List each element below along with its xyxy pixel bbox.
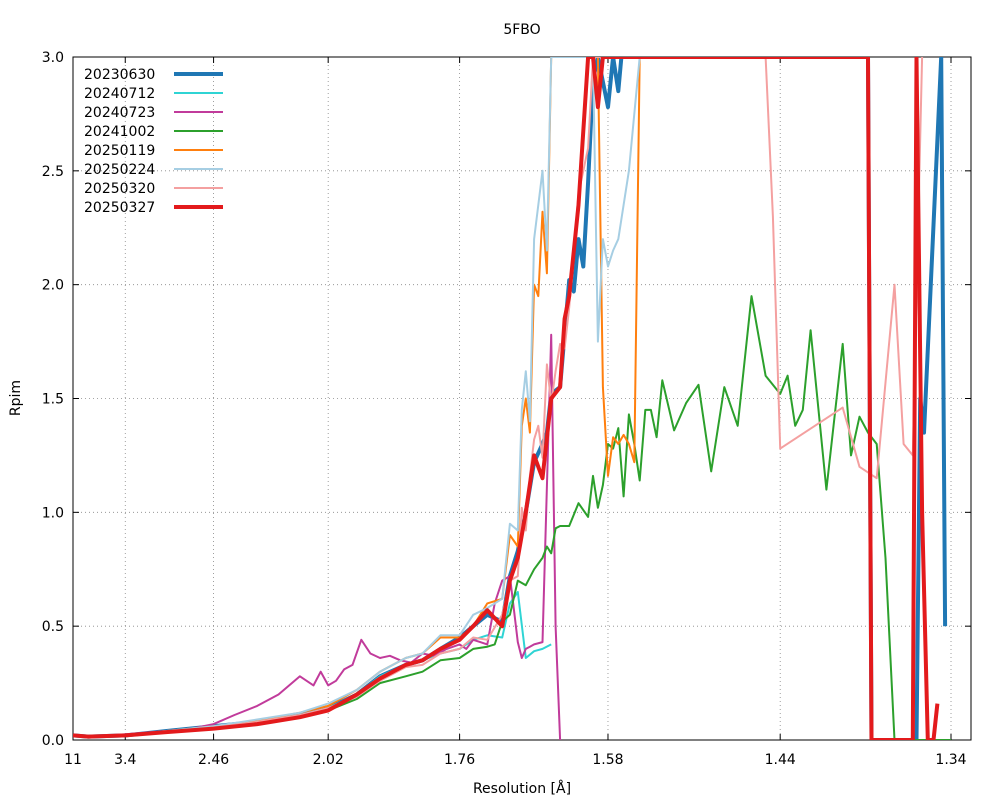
chart-title: 5FBO [503, 22, 540, 38]
y-axis-title: Rpim [8, 380, 24, 416]
x-axis-title: Resolution [Å] [473, 780, 571, 797]
legend-label-20230630: 20230630 [84, 67, 155, 83]
series-line-20250320 [73, 57, 924, 738]
x-tick-label: 1.58 [592, 752, 623, 768]
legend-label-20241002: 20241002 [84, 124, 155, 140]
x-tick-label: 2.02 [313, 752, 344, 768]
x-tick-label: 1.34 [935, 752, 966, 768]
series-line-20241002 [73, 295, 951, 740]
y-tick-label: 0.5 [42, 619, 64, 635]
x-tick-label: 3.4 [114, 752, 136, 768]
data-series [73, 57, 951, 740]
x-tick-label: 2.46 [198, 752, 229, 768]
series-line-20250327 [73, 57, 940, 740]
x-tick-label: 11 [64, 752, 82, 768]
plot-frame [72, 56, 972, 741]
legend-label-20250320: 20250320 [84, 181, 155, 197]
x-tick-label: 1.76 [444, 752, 475, 768]
series-line-20240723 [73, 333, 562, 740]
series-line-20250119 [73, 57, 646, 738]
y-tick-label: 2.5 [42, 164, 64, 180]
legend-label-20250119: 20250119 [84, 143, 155, 159]
legend-label-20250327: 20250327 [84, 200, 155, 216]
legend-label-20240723: 20240723 [84, 105, 155, 121]
y-tick-label: 1.5 [42, 392, 64, 408]
x-tick-label: 1.44 [765, 752, 796, 768]
legend: 20230630 20240712 20240723 20241002 20250119… [84, 67, 223, 216]
y-tick-label: 1.0 [42, 505, 64, 521]
axes: 11 3.4 2.46 2.02 1.76 1.58 1.44 1.34 0.0 0.5 1.0 1.… [42, 50, 972, 768]
legend-label-20250224: 20250224 [84, 162, 155, 178]
y-tick-label: 0.0 [42, 733, 64, 749]
legend-label-20240712: 20240712 [84, 86, 155, 102]
y-tick-label: 3.0 [42, 50, 64, 66]
series-line-20250224 [73, 57, 641, 738]
y-tick-label: 2.0 [42, 278, 64, 294]
